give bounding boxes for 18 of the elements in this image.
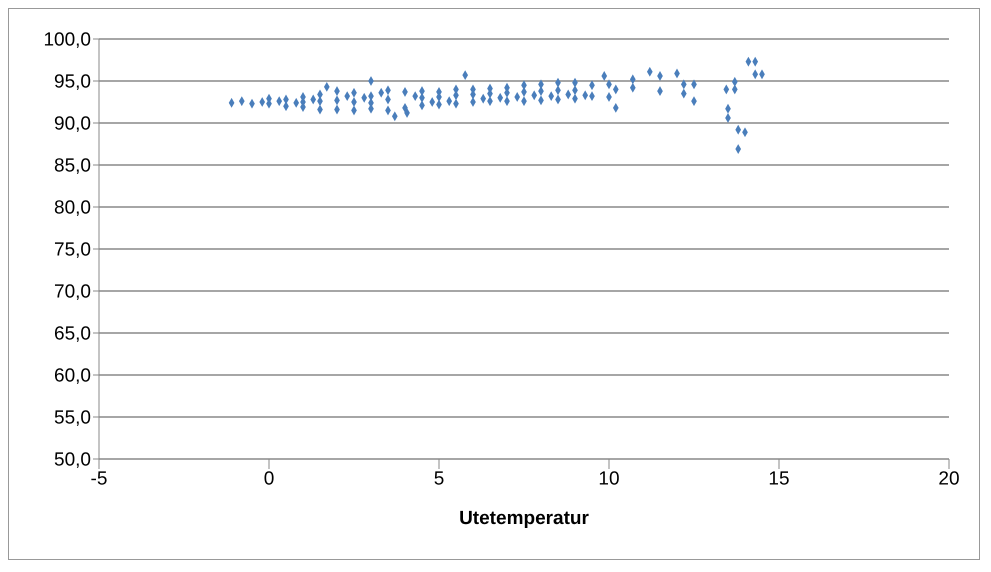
y-tick-label: 70,0 xyxy=(54,282,91,303)
x-tick-label: 15 xyxy=(768,468,790,490)
x-axis-title: Utetemperatur xyxy=(459,508,590,529)
y-tick-label: 90,0 xyxy=(54,114,91,135)
y-tick-label: 50,0 xyxy=(54,450,91,471)
y-tick-label: 80,0 xyxy=(54,198,91,219)
y-tick-label: 60,0 xyxy=(54,366,91,387)
y-tick-label: 100,0 xyxy=(43,30,91,51)
x-tick-label: 20 xyxy=(938,468,960,490)
x-tick-label: -5 xyxy=(90,468,108,490)
y-tick-label: 85,0 xyxy=(54,156,91,177)
y-tick-label: 55,0 xyxy=(54,408,91,429)
x-tick-label: 5 xyxy=(434,468,444,490)
y-tick-label: 65,0 xyxy=(54,324,91,345)
x-tick-label: 10 xyxy=(598,468,620,490)
y-tick-label: 95,0 xyxy=(54,72,91,93)
y-tick-label: 75,0 xyxy=(54,240,91,261)
x-tick-label: 0 xyxy=(264,468,274,490)
